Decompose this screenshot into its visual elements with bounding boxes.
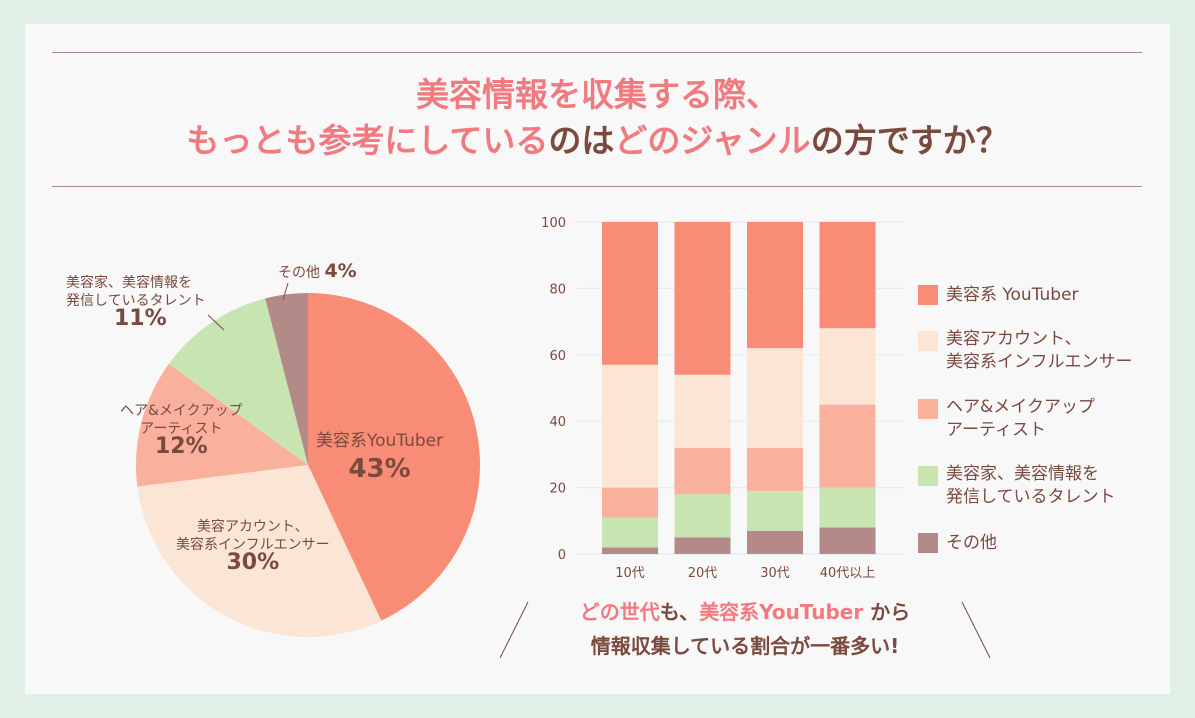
pie-label-account: 美容アカウント、 美容系インフルエンサー 30% [176, 519, 330, 575]
x-tick-label: 30代 [760, 566, 790, 581]
y-tick-label: 20 [549, 482, 566, 497]
callout-note: どの世代も、美容系YouTuber から 情報収集している割合が一番多い! [579, 600, 911, 658]
pie-slice [265, 293, 308, 465]
y-tick-label: 100 [541, 216, 566, 231]
page-title: 美容情報を収集する際、 もっとも参考にしているのはどのジャンルの方ですか？ [0, 72, 1195, 164]
legend-label: ヘア&メイクアップ アーティスト [946, 397, 1095, 440]
bar-segment [602, 487, 658, 518]
y-tick-label: 60 [549, 349, 566, 364]
y-tick-label: 40 [549, 415, 566, 430]
legend-swatch [918, 466, 938, 486]
bar-segment [819, 328, 876, 405]
divider [52, 52, 1142, 53]
bar-segment [602, 517, 658, 548]
legend-label: 美容系 YouTuber [946, 285, 1079, 305]
leader-line [282, 282, 289, 301]
title-line1: 美容情報を収集する際、 [416, 75, 779, 114]
pie-label-expert: 美容家、美容情報を 発信しているタレント 11% [66, 275, 206, 331]
legend-swatch [918, 285, 938, 305]
pie-label-youtuber: 美容系YouTuber 43% [316, 431, 444, 484]
bar-segment [674, 537, 731, 554]
pie-slice [137, 465, 382, 637]
y-tick-label: 0 [558, 548, 566, 563]
legend-swatch [918, 533, 938, 553]
bar-segment [819, 487, 876, 528]
pie-slice [136, 363, 308, 487]
bar-segment [819, 527, 876, 554]
bar-segment [674, 374, 731, 448]
bar-segment [747, 490, 803, 531]
bar-segment [747, 447, 803, 491]
pie-slice [168, 298, 308, 465]
callout-slash [499, 601, 529, 659]
legend-label: 美容アカウント、 美容系インフルエンサー [946, 329, 1133, 372]
x-tick-label: 20代 [688, 566, 718, 581]
divider [52, 186, 1142, 187]
x-tick-label: 10代 [615, 566, 645, 581]
x-tick-label: 40代以上 [820, 566, 876, 581]
leader-line [207, 314, 225, 331]
bar-segment [747, 348, 803, 448]
bar-segment [747, 222, 803, 349]
bar-segment [674, 222, 731, 375]
bar-segment [602, 364, 658, 488]
legend-label: その他 [946, 533, 997, 553]
bar-segment [602, 222, 658, 365]
bar-segment [674, 494, 731, 538]
pie-slice [308, 293, 480, 621]
legend-swatch [918, 331, 938, 351]
bar-segment [819, 404, 876, 488]
legend-swatch [918, 399, 938, 419]
legend-label: 美容家、美容情報を 発信しているタレント [946, 464, 1116, 507]
bar-segment [602, 547, 658, 554]
callout-slash [961, 601, 991, 659]
bar-segment [674, 447, 731, 495]
title-line2: もっとも参考にしているのはどのジャンルの方ですか？ [186, 121, 1009, 160]
bar-segment [747, 530, 803, 554]
pie-label-hair: ヘア&メイクアップ アーティスト 12% [120, 403, 243, 459]
pie-label-other: その他 4% [278, 260, 357, 282]
y-tick-label: 80 [549, 282, 566, 297]
bar-segment [819, 222, 876, 329]
